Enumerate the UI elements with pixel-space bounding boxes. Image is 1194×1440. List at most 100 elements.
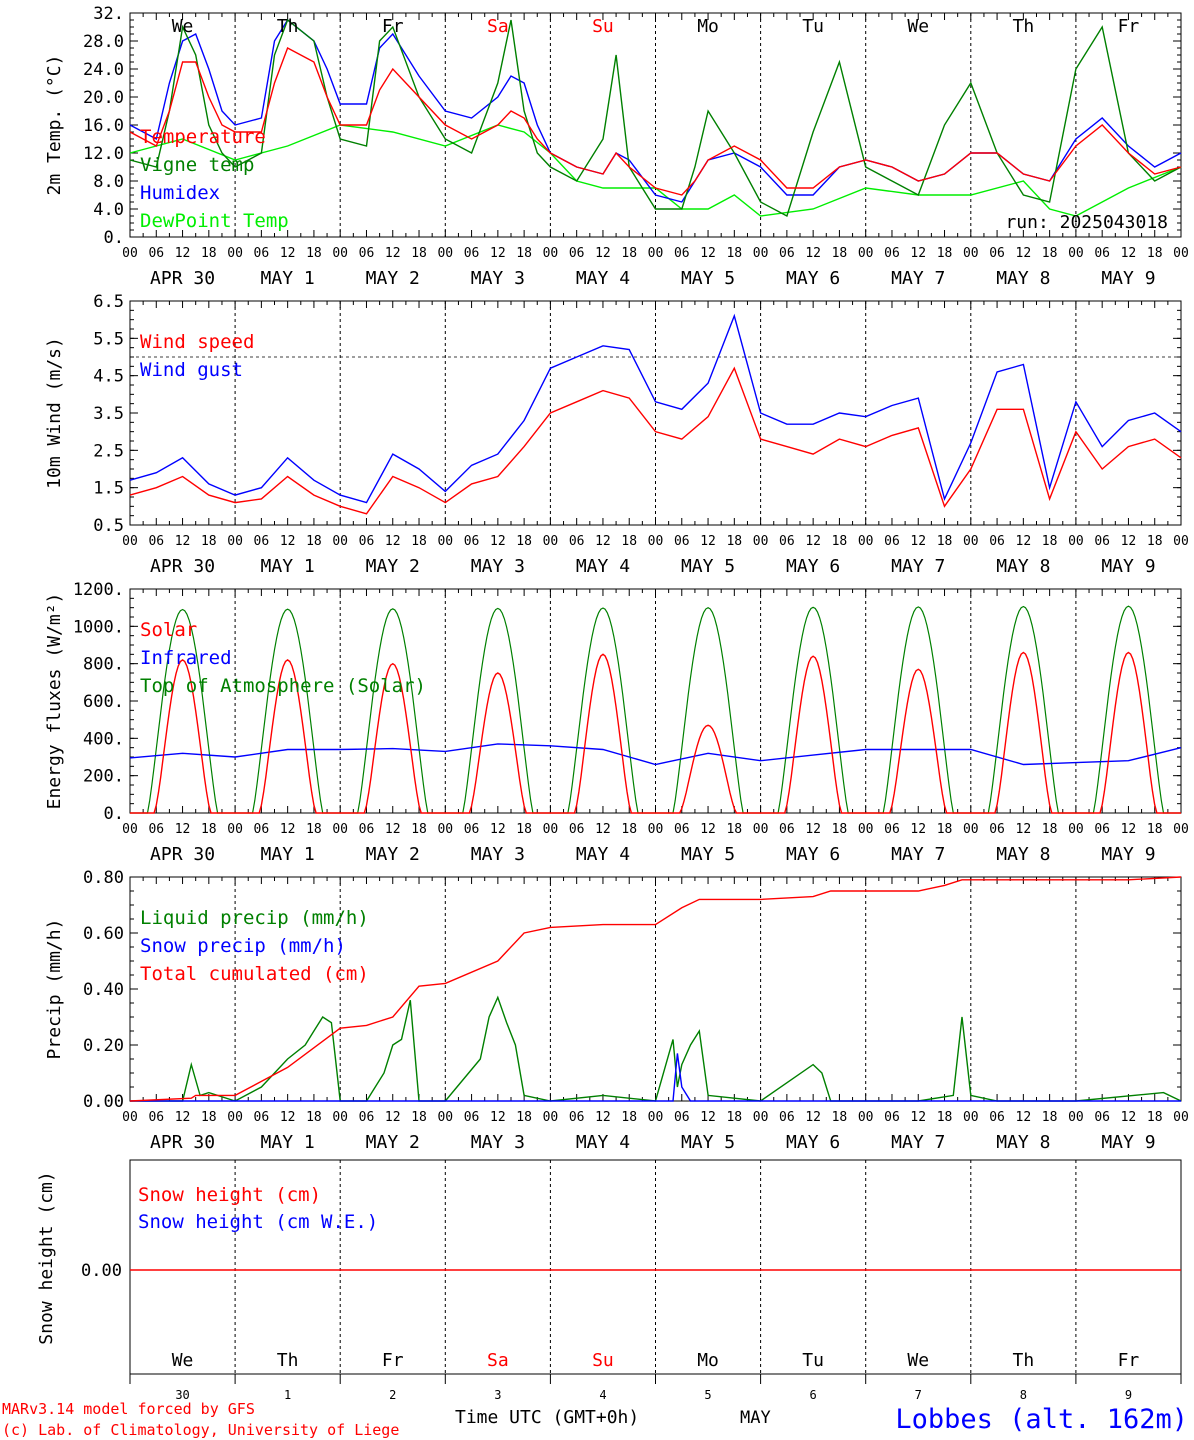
hour-label: 18 — [411, 534, 427, 549]
hour-label: 12 — [805, 822, 821, 837]
hour-label: 12 — [595, 246, 611, 261]
series-green — [129, 18, 1182, 218]
legend-red: Snow height (cm) — [138, 1184, 321, 1206]
hour-label: 18 — [937, 1110, 953, 1125]
y-tick-label: 400. — [83, 729, 124, 749]
model-credit: MARv3.14 model forced by GFS — [2, 1400, 255, 1418]
hour-label: 00 — [227, 822, 243, 837]
hour-label: 18 — [621, 822, 637, 837]
date-label: MAY 1 — [261, 844, 315, 865]
hour-label: 12 — [1016, 534, 1032, 549]
hour-label: 12 — [490, 1110, 506, 1125]
y-tick-label: 0.00 — [81, 1261, 122, 1281]
y-tick-label: 1000. — [73, 617, 124, 637]
day-number: 1 — [284, 1388, 291, 1402]
hour-label: 06 — [254, 534, 270, 549]
hour-label: 12 — [385, 1110, 401, 1125]
hour-label: 12 — [175, 534, 191, 549]
hour-label: 00 — [227, 534, 243, 549]
hour-label: 00 — [543, 822, 559, 837]
y-tick-label: 28.0 — [83, 32, 124, 52]
hour-label: 18 — [516, 1110, 532, 1125]
hour-label: 18 — [1147, 246, 1163, 261]
date-label: MAY 6 — [786, 268, 840, 289]
series-red — [129, 366, 1182, 515]
y-tick-label: 3.5 — [93, 404, 124, 424]
hour-label: 06 — [989, 534, 1005, 549]
legend-blue: Infrared — [140, 647, 232, 669]
hour-label: 00 — [648, 822, 664, 837]
hour-label: 18 — [1147, 534, 1163, 549]
y-axis-label: Snow height (cm) — [36, 1171, 57, 1344]
y-tick-label: 8.0 — [93, 172, 124, 192]
panel-frame-0 — [129, 12, 1182, 238]
hour-label: 18 — [726, 822, 742, 837]
date-label: MAY 1 — [261, 556, 315, 577]
y-axis-label: 10m Wind (m/s) — [44, 337, 65, 489]
date-label: APR 30 — [150, 556, 215, 577]
y-tick-label: 6.5 — [93, 292, 124, 312]
y-tick-label: 0.60 — [83, 924, 124, 944]
hour-label: 12 — [700, 1110, 716, 1125]
day-number: 3 — [494, 1388, 501, 1402]
lab-credit: (c) Lab. of Climatology, University of L… — [2, 1421, 399, 1439]
hour-label: 18 — [832, 822, 848, 837]
date-label: APR 30 — [150, 268, 215, 289]
hour-label: 12 — [595, 534, 611, 549]
y-tick-label: 0.40 — [83, 980, 124, 1000]
station-label: Lobbes (alt. 162m) — [895, 1404, 1188, 1435]
y-axis-label: Precip (mm/h) — [44, 919, 65, 1060]
hour-label: 06 — [1094, 534, 1110, 549]
hour-label: 12 — [1016, 1110, 1032, 1125]
date-label: MAY 1 — [261, 1132, 315, 1153]
hour-label: 00 — [648, 534, 664, 549]
weekday-label: We — [907, 16, 929, 37]
y-tick-label: 200. — [83, 767, 124, 787]
date-label: MAY 5 — [681, 268, 735, 289]
y-tick-label: 0.20 — [83, 1036, 124, 1056]
hour-label: 00 — [1173, 534, 1189, 549]
hour-label: 12 — [490, 534, 506, 549]
hour-label: 06 — [884, 822, 900, 837]
hour-label: 06 — [254, 246, 270, 261]
day-number: 30 — [175, 1388, 189, 1402]
hour-label: 12 — [280, 822, 296, 837]
hour-label: 18 — [201, 1110, 217, 1125]
hour-label: 12 — [490, 822, 506, 837]
legend-blue: Snow height (cm W.E.) — [138, 1211, 378, 1233]
hour-label: 00 — [963, 246, 979, 261]
date-label: MAY 3 — [471, 556, 525, 577]
hour-label: 18 — [832, 534, 848, 549]
hour-label: 06 — [884, 1110, 900, 1125]
hour-label: 00 — [1068, 822, 1084, 837]
date-label: MAY 9 — [1101, 844, 1155, 865]
hour-label: 12 — [805, 246, 821, 261]
hour-label: 12 — [1121, 246, 1137, 261]
day-number: 6 — [810, 1388, 817, 1402]
day-number: 5 — [704, 1388, 711, 1402]
hour-label: 18 — [201, 534, 217, 549]
hour-label: 00 — [858, 534, 874, 549]
legend-blue: Wind gust — [140, 359, 243, 381]
date-label: MAY 4 — [576, 844, 630, 865]
weekday-label: Su — [592, 16, 614, 37]
series-green — [130, 995, 1182, 1102]
hour-label: 00 — [858, 822, 874, 837]
hour-label: 06 — [148, 246, 164, 261]
hour-label: 00 — [543, 1110, 559, 1125]
hour-label: 18 — [621, 246, 637, 261]
y-axis-label: 2m Temp. (°C) — [44, 55, 65, 196]
hour-label: 18 — [1147, 1110, 1163, 1125]
hour-label: 00 — [437, 1110, 453, 1125]
series-red — [129, 876, 1182, 1102]
hour-label: 18 — [411, 246, 427, 261]
hour-label: 18 — [201, 822, 217, 837]
y-tick-label: 32. — [93, 4, 124, 24]
hour-label: 06 — [254, 822, 270, 837]
hour-label: 12 — [805, 1110, 821, 1125]
hour-label: 06 — [779, 534, 795, 549]
weekday-label: Mo — [697, 16, 719, 37]
hour-label: 00 — [1068, 246, 1084, 261]
date-label: MAY 5 — [681, 1132, 735, 1153]
hour-label: 12 — [1121, 822, 1137, 837]
